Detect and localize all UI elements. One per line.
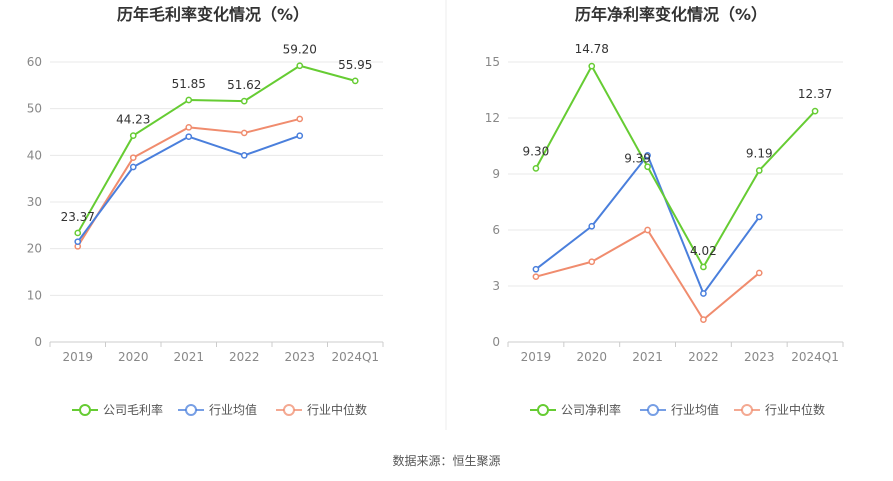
x-tick-label: 2022 (229, 350, 260, 364)
data-point (588, 258, 596, 266)
x-tick-label: 2019 (521, 350, 552, 364)
y-tick-label: 10 (27, 288, 42, 302)
legend-swatch-marker (185, 404, 197, 416)
x-tick-label: 2021 (632, 350, 663, 364)
x-tick-label: 2020 (576, 350, 607, 364)
legend-swatch-marker (537, 404, 549, 416)
data-point (296, 132, 304, 140)
legend-swatch-marker (741, 404, 753, 416)
x-tick-label: 2023 (284, 350, 315, 364)
y-tick-label: 3 (492, 279, 500, 293)
legend-swatch-marker (647, 404, 659, 416)
x-tick-label: 2022 (688, 350, 719, 364)
data-label: 23.37 (61, 210, 95, 224)
y-tick-label: 20 (27, 242, 42, 256)
data-point (129, 154, 137, 162)
data-point (240, 129, 248, 137)
series-line (76, 134, 301, 243)
legend-label: 行业中位数 (307, 402, 367, 417)
data-point (532, 273, 540, 281)
gross-margin-chart: 历年毛利率变化情况（%） 0 10 20 30 40 50 60 2019 2020 2021 202… (27, 5, 384, 417)
data-label: 9.19 (746, 146, 773, 160)
legend-label: 行业均值 (671, 402, 719, 417)
y-tick-label: 0 (492, 335, 500, 349)
x-tick-label: 2021 (173, 350, 204, 364)
legend-label: 公司毛利率 (103, 402, 163, 417)
data-label: 51.85 (172, 77, 206, 91)
data-point (74, 238, 82, 246)
data-point (588, 62, 596, 70)
source-note: 数据来源：恒生聚源 (392, 454, 501, 468)
data-point (755, 269, 763, 277)
data-label: 14.78 (575, 42, 609, 56)
chart-title: 历年净利率变化情况（%） (575, 5, 767, 24)
y-tick-label: 15 (485, 55, 500, 69)
data-point (644, 163, 651, 171)
x-tick-label: 2019 (62, 350, 93, 364)
data-label: 12.37 (798, 87, 832, 101)
data-point (532, 165, 540, 172)
data-point (755, 167, 763, 174)
legend-swatch-marker (79, 404, 91, 416)
data-label: 51.62 (227, 78, 261, 92)
data-point (240, 151, 248, 159)
x-tick-label: 2020 (118, 350, 149, 364)
y-tick-label: 12 (485, 111, 500, 125)
data-label: 44.23 (116, 113, 150, 127)
series-line (535, 154, 761, 295)
data-point (644, 151, 651, 159)
legend-label: 公司净利率 (561, 402, 621, 417)
net-margin-chart: 历年净利率变化情况（%） 0 3 6 9 12 15 2019 2020 2021 2022 2023… (485, 5, 844, 417)
y-tick-label: 40 (27, 148, 42, 162)
x-tick-label: 2023 (744, 350, 775, 364)
data-label: 55.95 (338, 58, 372, 72)
data-point (700, 263, 707, 271)
x-tick-label: 2024Q1 (331, 350, 379, 364)
chart-title: 历年毛利率变化情况（%） (117, 5, 309, 24)
data-point (351, 77, 359, 85)
data-point (700, 316, 707, 323)
data-point (129, 163, 137, 171)
data-label: 4.02 (690, 244, 717, 258)
series-line (76, 64, 356, 234)
y-tick-label: 6 (492, 223, 500, 237)
data-point (532, 265, 540, 273)
data-point (185, 123, 193, 131)
data-point (811, 107, 819, 115)
data-point (588, 222, 596, 230)
y-tick-label: 50 (27, 102, 42, 116)
x-tick-label: 2024Q1 (791, 350, 839, 364)
legend-swatch-marker (283, 404, 295, 416)
data-point (185, 96, 193, 104)
y-tick-label: 60 (27, 55, 42, 69)
data-point (296, 115, 304, 123)
data-label: 9.39 (624, 152, 651, 166)
y-tick-label: 30 (27, 195, 42, 209)
legend-label: 行业均值 (209, 402, 257, 417)
data-point (755, 213, 763, 221)
data-point (700, 290, 707, 297)
series-line (535, 65, 816, 268)
data-point (240, 97, 248, 105)
data-point (644, 226, 651, 234)
data-point (74, 229, 82, 237)
data-point (296, 62, 304, 70)
legend-label: 行业中位数 (765, 402, 825, 417)
data-label: 59.20 (283, 43, 317, 57)
data-point (185, 133, 193, 141)
data-label: 9.30 (523, 144, 550, 158)
y-tick-label: 9 (492, 167, 500, 181)
y-tick-label: 0 (34, 335, 42, 349)
data-point (129, 132, 137, 139)
